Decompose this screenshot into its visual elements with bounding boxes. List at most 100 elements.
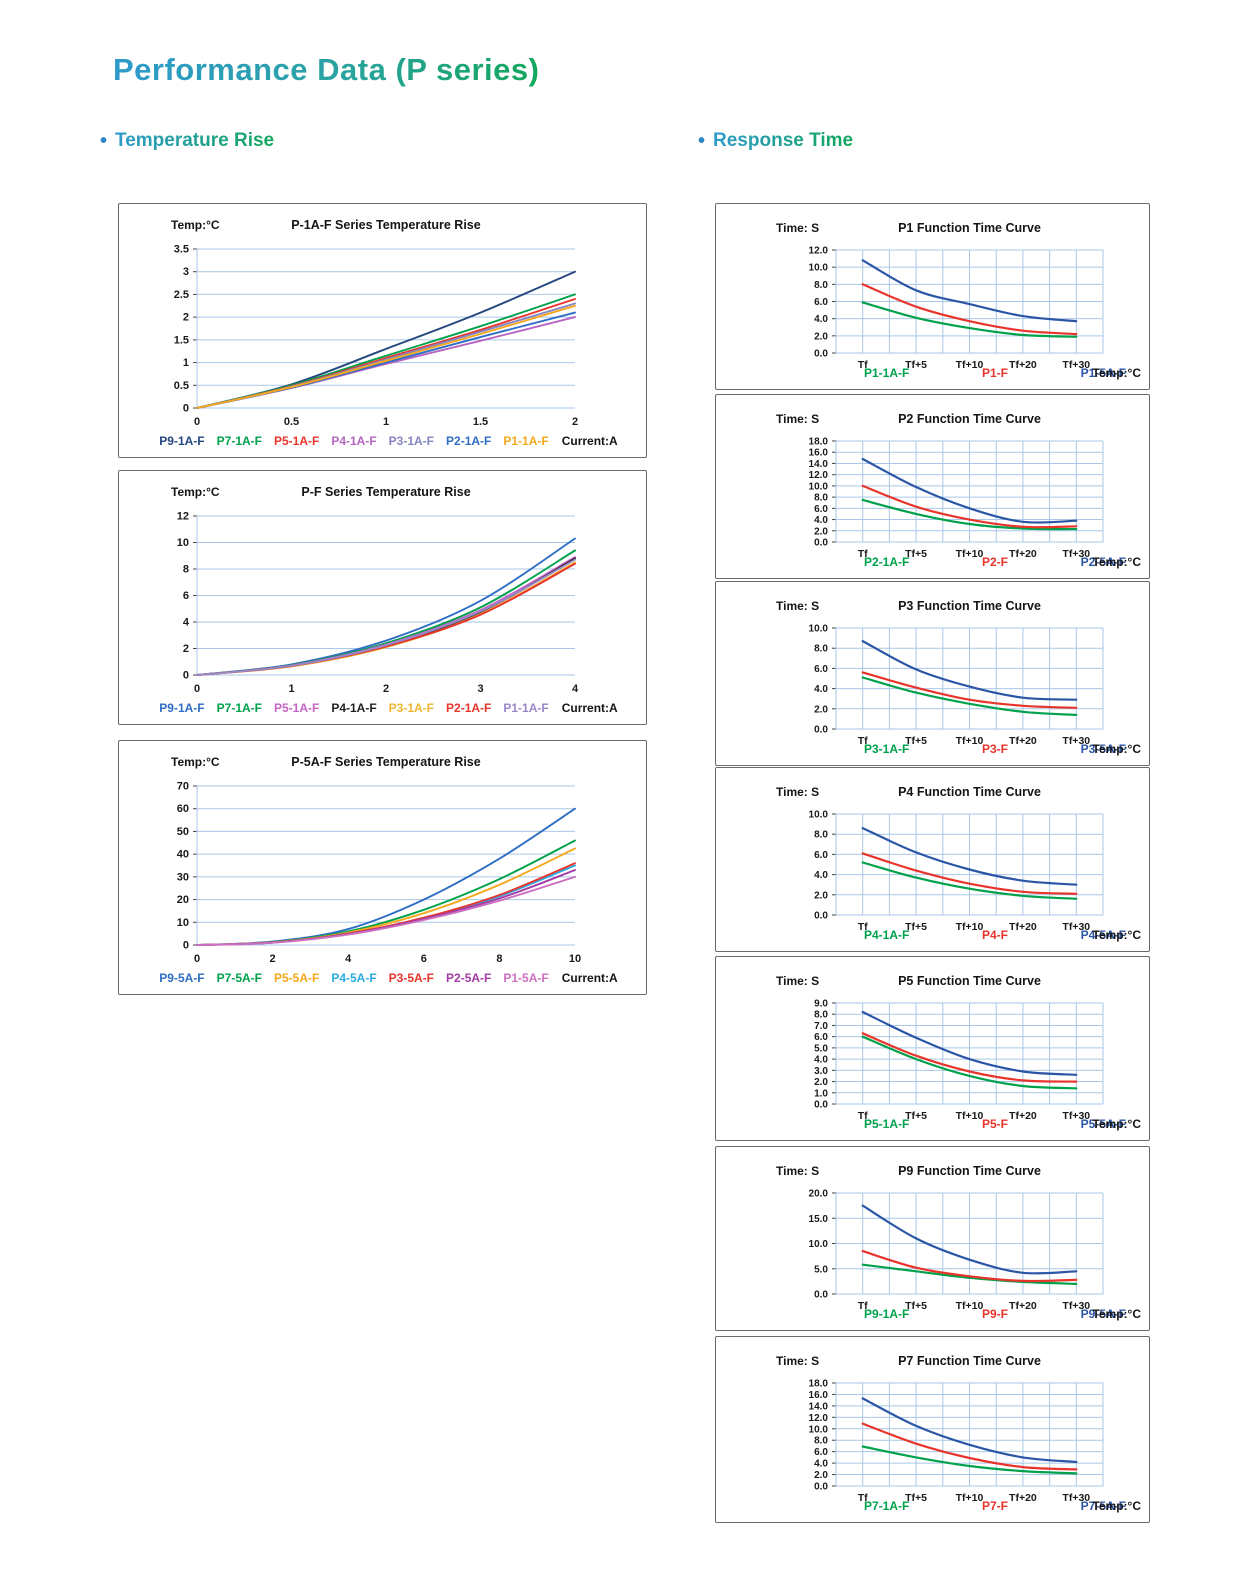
x-tick-label: 1 xyxy=(383,416,389,428)
legend-items: P1-1A-F P1-F P1-5A-F xyxy=(864,366,1126,380)
y-tick-label: 12 xyxy=(177,511,189,523)
x-tick-label: Tf+20 xyxy=(1009,1300,1037,1312)
plot-area: 0 0.5 1 1.5 2 2.5 3 3.5 0 0.5 1 1.5 2 xyxy=(174,244,578,429)
series-curve-P7-5A-F xyxy=(861,1397,1078,1464)
y-tick-label: 18.0 xyxy=(809,1379,829,1390)
series-curve-P4-F xyxy=(861,852,1078,895)
legend-item-P9-1A-F: P9-1A-F xyxy=(159,701,205,715)
x-tick-label: Tf xyxy=(858,548,868,560)
y-tick-label: 60 xyxy=(177,803,189,815)
legend-item-P4-1A-F: P4-1A-F xyxy=(331,701,377,715)
chart-p5-function-time-curve: Time: S P5 Function Time Curve 0.0 1.0 2.0… xyxy=(715,956,1150,1141)
legend-item-P7-F: P7-F xyxy=(981,1499,1008,1513)
legend-items: P7-1A-F P7-F P7-5A-F xyxy=(864,1499,1126,1513)
x-tick-label: 6 xyxy=(421,953,427,965)
legend-item-P4-5A-F: P4-5A-F xyxy=(1080,928,1126,942)
y-tick-label: 5.0 xyxy=(814,1043,828,1054)
x-axis-label: Temp:°C xyxy=(1092,928,1141,942)
x-tick-label: Tf+5 xyxy=(905,548,927,560)
chart-p1af-series-temperature-rise: Temp:°C P-1A-F Series Temperature Rise 0… xyxy=(118,203,647,458)
chart-title: P-5A-F Series Temperature Rise xyxy=(291,755,481,769)
page-title: Performance Data (P series) xyxy=(113,52,540,87)
y-tick-label: 0.0 xyxy=(814,538,828,549)
y-tick-label: 50 xyxy=(177,826,189,838)
legend-item-P4-5A-F: P4-5A-F xyxy=(331,971,377,985)
series-curve-P2-1A-F xyxy=(196,562,576,676)
x-tick-label: 0.5 xyxy=(284,416,299,428)
legend-item-P5-1A-F: P5-1A-F xyxy=(273,434,320,448)
x-tick-label: Tf+20 xyxy=(1009,921,1037,933)
chart-title: P9 Function Time Curve xyxy=(898,1164,1041,1178)
legend-item-P1-1A-F: P1-1A-F xyxy=(503,434,549,448)
legend-item-P2-5A-F: P2-5A-F xyxy=(1080,555,1126,569)
y-axis-unit-label: Time: S xyxy=(776,221,820,235)
legend-item-P5-1A-F: P5-1A-F xyxy=(864,1117,910,1131)
x-tick-label: Tf xyxy=(858,735,868,747)
y-tick-label: 12.0 xyxy=(809,246,829,257)
legend-item-P3-F: P3-F xyxy=(981,742,1008,756)
y-tick-label: 3 xyxy=(183,266,189,278)
series-curve-P9-5A-F xyxy=(861,1204,1078,1275)
chart-title: P-1A-F Series Temperature Rise xyxy=(291,218,481,232)
series-curve-P2-5A-F xyxy=(196,869,576,946)
x-axis-label: Current:A xyxy=(561,971,618,985)
legend-item-P3-1A-F: P3-1A-F xyxy=(864,742,910,756)
y-tick-label: 0.0 xyxy=(814,1290,828,1301)
y-tick-label: 6.0 xyxy=(814,1447,828,1458)
legend-item-P3-1A-F: P3-1A-F xyxy=(388,701,435,715)
y-tick-label: 8 xyxy=(183,564,189,576)
bullet-icon: • xyxy=(100,130,108,152)
x-axis-label: Temp:°C xyxy=(1092,1499,1141,1513)
x-axis-label: Temp:°C xyxy=(1092,742,1141,756)
x-axis-label: Current:A xyxy=(561,701,618,715)
y-tick-label: 5.0 xyxy=(814,1264,828,1275)
series-curve-P3-5A-F xyxy=(861,640,1078,701)
y-tick-label: 30 xyxy=(177,871,189,883)
legend-item-P1-1A-F: P1-1A-F xyxy=(503,701,549,715)
chart-pf-series-temperature-rise: Temp:°C P-F Series Temperature Rise 0 2 4 6… xyxy=(118,470,647,725)
x-tick-label: Tf+30 xyxy=(1062,1300,1090,1312)
legend-items: P9-1A-F P7-1A-F P5-1A-F P4-1A-F P3-1A-F P2-1A… xyxy=(159,434,548,448)
y-tick-label: 14.0 xyxy=(809,1401,829,1412)
y-tick-label: 3.0 xyxy=(814,1066,828,1077)
legend-item-P4-1A-F: P4-1A-F xyxy=(331,434,377,448)
y-tick-label: 20 xyxy=(177,894,189,906)
x-tick-label: Tf+20 xyxy=(1009,548,1037,560)
y-tick-label: 2.0 xyxy=(814,331,828,342)
chart-title: P4 Function Time Curve xyxy=(898,785,1041,799)
y-axis-unit-label: Time: S xyxy=(776,412,820,426)
legend-items: P9-1A-F P7-1A-F P5-1A-F P4-1A-F P3-1A-F P2-1A… xyxy=(159,701,548,715)
y-tick-label: 16.0 xyxy=(809,1390,829,1401)
legend-item-P3-5A-F: P3-5A-F xyxy=(388,971,435,985)
plot-area: 0.02.04.06.08.010.012.014.016.018.0 Tf Tf+… xyxy=(809,1379,1104,1504)
series-curve-P9-1A-F xyxy=(196,537,576,676)
legend-item-P2-1A-F: P2-1A-F xyxy=(864,555,910,569)
y-tick-label: 6.0 xyxy=(814,504,828,515)
chart-p2-function-time-curve: Time: S P2 Function Time Curve 0.0 2.0 4.0… xyxy=(715,394,1150,579)
y-tick-label: 10.0 xyxy=(809,1239,829,1250)
legend-item-P5-5A-F: P5-5A-F xyxy=(273,971,320,985)
legend-item-P5-1A-F: P5-1A-F xyxy=(273,701,320,715)
y-axis-unit-label: Time: S xyxy=(776,599,820,613)
plot-area: 0.02.04.06.08.010.012.014.016.018.0 Tf Tf+… xyxy=(809,437,1104,560)
section-label: Temperature Rise xyxy=(115,130,275,151)
legend-item-P1-1A-F: P1-1A-F xyxy=(864,366,910,380)
chart-p3-function-time-curve: Time: S P3 Function Time Curve 0.0 2.0 4.0… xyxy=(715,581,1150,766)
chart-legend: P4-1A-F P4-F P4-5A-F xyxy=(864,928,1126,942)
x-tick-label: Tf+5 xyxy=(905,359,927,371)
y-tick-label: 6.0 xyxy=(814,1032,828,1043)
chart-legend: P9-1A-F P9-F P9-5A-F xyxy=(864,1307,1126,1321)
x-axis-label: Temp:°C xyxy=(1092,555,1141,569)
x-tick-label: Tf+30 xyxy=(1062,1110,1090,1122)
series-curve-P2-1A-F xyxy=(861,498,1078,531)
y-tick-label: 10.0 xyxy=(809,624,829,635)
chart-legend: P3-1A-F P3-F P3-5A-F xyxy=(864,742,1126,756)
x-tick-label: 4 xyxy=(345,953,352,965)
y-tick-label: 6.0 xyxy=(814,850,828,861)
chart-legend: P9-5A-F P7-5A-F P5-5A-F P4-5A-F P3-5A-F P2-5A… xyxy=(143,971,634,985)
series-curve-P4-5A-F xyxy=(196,864,576,946)
x-tick-label: Tf+10 xyxy=(956,1110,984,1122)
legend-item-P2-1A-F: P2-1A-F xyxy=(446,701,492,715)
y-tick-label: 10 xyxy=(177,917,189,929)
